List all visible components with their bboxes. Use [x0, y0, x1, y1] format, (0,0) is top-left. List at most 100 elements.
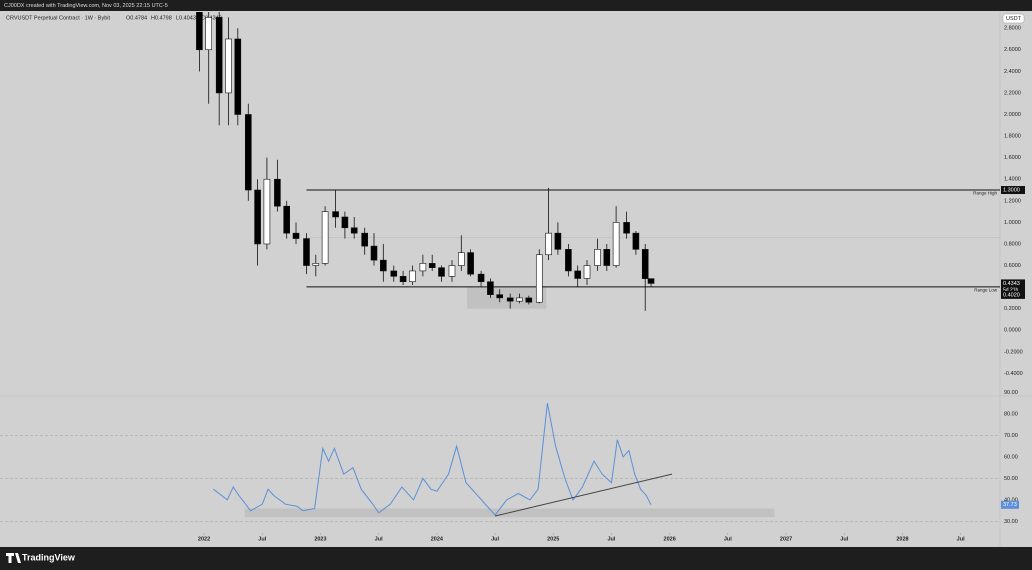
candle-body: [467, 252, 474, 275]
axes: 2022 Jul 2023 Jul 2024 Jul 2025 Jul 2026 Jul 2027 J…: [198, 26, 1025, 542]
y-tick-label: 2.6000: [1004, 47, 1021, 53]
candle-body: [254, 189, 261, 245]
x-tick-label: 2024: [431, 536, 444, 542]
candle-body: [332, 211, 339, 218]
range-high-text: Range High: [973, 191, 997, 196]
y-tick-label: -0.4000: [1004, 371, 1023, 377]
x-tick-label: 2028: [896, 536, 908, 542]
y-tick-label: 2.8000: [1004, 26, 1021, 32]
candle-body: [361, 232, 368, 247]
candle-body: [457, 252, 465, 266]
x-tick-label: 2027: [780, 536, 792, 542]
candle-body: [419, 263, 427, 272]
candle-body: [583, 265, 591, 279]
x-tick-label: Jul: [607, 536, 615, 542]
candle-body: [647, 278, 655, 284]
candle-body: [321, 211, 329, 264]
ohlc-value: L0.4043: [176, 15, 196, 21]
candle-body: [274, 178, 281, 207]
candle-body: [565, 249, 572, 272]
y-tick-label: 50.00: [1004, 476, 1018, 482]
candle-body: [554, 232, 562, 250]
symbol-title: CRVUSDT Perpetual Contract · 1W · Bybit: [6, 15, 110, 21]
logo: [6, 553, 21, 563]
candle-body: [496, 294, 504, 299]
candle-body: [263, 178, 271, 245]
y-tick-label: 0.2000: [1004, 306, 1021, 312]
range-high-box: [1001, 186, 1025, 195]
ohlc-value: H0.4798: [151, 15, 172, 21]
x-tick-label: Jul: [375, 536, 383, 542]
range-high-label: 1.3000: [1003, 187, 1020, 193]
y-tick-label: 70.00: [1004, 433, 1018, 439]
y-tick-label: 30.00: [1004, 519, 1018, 525]
trendline: [494, 473, 673, 517]
candle-body: [428, 263, 436, 268]
y-tick-label: 1.2000: [1004, 198, 1021, 204]
x-tick-label: 2026: [664, 536, 676, 542]
x-tick-label: Jul: [491, 536, 499, 542]
candle-body: [535, 254, 543, 303]
y-tick-label: 1.4000: [1004, 177, 1021, 183]
rsi-last-box: [1001, 500, 1019, 509]
price-zone: [467, 287, 547, 309]
candle-body: [506, 297, 514, 302]
y-tick-label: 90.00: [1004, 390, 1018, 396]
candle-body: [196, 12, 203, 51]
ohlc-value: O0.4784: [126, 15, 147, 21]
candle-body: [292, 232, 300, 239]
x-tick-label: Jul: [258, 536, 266, 542]
candle-body: [244, 114, 252, 191]
header: CJ00DX created with TradingView.com, Nov…: [4, 3, 168, 9]
candle-body: [641, 249, 649, 279]
y-tick-label: 40.00: [1004, 497, 1018, 503]
candle-body: [215, 17, 223, 94]
candle-body: [525, 297, 533, 303]
candle-body: [205, 17, 213, 51]
candle-body: [409, 270, 416, 283]
brand: TradingView: [22, 552, 76, 562]
candle-body: [303, 238, 310, 266]
candle-body: [380, 259, 387, 272]
y-tick-label: 1.6000: [1004, 155, 1021, 161]
rsi-line: [213, 403, 652, 516]
candle-body: [612, 222, 620, 266]
candle-body: [341, 216, 349, 229]
y-tick-label: 2.0000: [1004, 112, 1021, 118]
candle-body: [234, 38, 242, 115]
candle-body: [448, 265, 456, 277]
candle-body: [312, 263, 320, 266]
price-pane: [196, 12, 1000, 311]
candle-body: [545, 232, 552, 256]
x-tick-label: Jul: [724, 536, 732, 542]
candle-body: [623, 222, 630, 234]
x-tick-label: 2023: [314, 536, 326, 542]
y-tick-label: 0.0000: [1004, 328, 1021, 334]
x-tick-label: Jul: [957, 536, 965, 542]
candle-body: [477, 273, 485, 283]
chart-background: [0, 11, 1032, 547]
y-tick-label: 1.8000: [1004, 134, 1021, 140]
y-tick-label: 2.4000: [1004, 69, 1021, 75]
y-tick-label: -0.2000: [1004, 349, 1023, 355]
y-tick-label: 60.00: [1004, 454, 1018, 460]
range-low-label: 0.4020: [1003, 292, 1020, 298]
rsi-pane: [0, 403, 1000, 522]
candle-body: [350, 227, 358, 234]
last-price-label: 0.4343: [1003, 281, 1020, 287]
candle-body: [603, 249, 611, 266]
candle-body: [516, 297, 523, 302]
footer: TradingView: [6, 552, 76, 563]
candle-body: [370, 245, 378, 261]
currency-box: [1002, 13, 1025, 24]
y-tick-label: 2.2000: [1004, 90, 1021, 96]
x-tick-label: 2025: [547, 536, 559, 542]
y-tick-label: 80.00: [1004, 411, 1018, 417]
y-tick-label: 0.6000: [1004, 263, 1021, 269]
x-tick-label: Jul: [840, 536, 848, 542]
range-low-box: [1001, 290, 1025, 299]
rsi-last-label: 37.73: [1003, 502, 1017, 508]
candle-body: [487, 281, 494, 295]
candle-body: [574, 270, 581, 279]
